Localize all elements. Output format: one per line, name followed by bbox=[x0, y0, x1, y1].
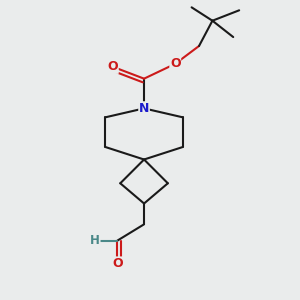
Text: O: O bbox=[107, 60, 118, 73]
Text: N: N bbox=[139, 102, 149, 115]
Text: O: O bbox=[170, 57, 181, 70]
Text: H: H bbox=[90, 234, 100, 247]
Text: O: O bbox=[112, 257, 123, 270]
